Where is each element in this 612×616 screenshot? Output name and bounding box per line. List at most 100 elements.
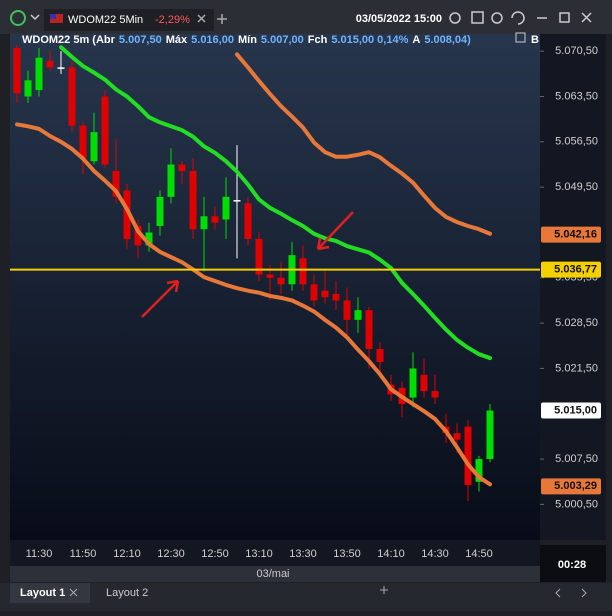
price-tag-label: 5.036,77 <box>554 263 597 275</box>
x-tick-label: 13:30 <box>289 548 317 560</box>
tab-label[interactable]: Layout 1 <box>20 587 65 599</box>
candle-body <box>222 196 230 220</box>
x-tick-label: 11:30 <box>26 548 53 560</box>
ohlc-header: WDOM22 5m (Abr 5.007,50 Máx 5.016,00 Mín 5.00… <box>22 34 471 46</box>
candle-body <box>35 57 43 91</box>
tab-bar <box>0 583 612 611</box>
y-tick-label: 5.007,50 <box>555 453 598 465</box>
candle-body <box>354 310 362 320</box>
date-bar <box>10 566 540 582</box>
chevron[interactable] <box>30 14 40 21</box>
candle-body <box>24 80 32 97</box>
header-part: 5.007,50 <box>119 34 162 46</box>
candle-body <box>90 132 98 162</box>
candle-body <box>299 258 307 285</box>
candle-body <box>211 216 219 223</box>
time-axis <box>10 540 540 566</box>
symbol-tab[interactable] <box>44 9 214 31</box>
header-part: Fch <box>308 34 328 46</box>
candle-body <box>156 196 164 226</box>
candle-body <box>464 426 472 485</box>
x-tick-label: 12:30 <box>157 548 185 560</box>
datetime: 03/05/2022 15:00 <box>356 13 442 25</box>
candle-body <box>57 67 65 69</box>
close-tab[interactable] <box>69 588 78 597</box>
price-tag-label: 5.015,00 <box>554 404 597 416</box>
date-label: 03/mai <box>256 568 289 580</box>
candle-body <box>233 200 241 202</box>
tab-label[interactable]: Layout 2 <box>106 587 148 599</box>
header-part: 5.007,00 <box>261 34 304 46</box>
candle-body <box>365 310 373 350</box>
candle-body <box>431 391 439 398</box>
x-tick-label: 14:10 <box>377 548 405 560</box>
toolbar-icons[interactable] <box>449 11 592 25</box>
indicator-line <box>59 45 492 361</box>
clock-icon[interactable] <box>10 10 26 26</box>
arrow-annotation <box>141 279 180 318</box>
y-tick-label: 5.063,50 <box>555 90 598 102</box>
candle-body <box>112 170 120 197</box>
candle-body <box>123 190 131 239</box>
header-part: WDOM22 5m (Abr <box>22 34 116 46</box>
candle-body <box>409 368 417 398</box>
y-tick-label: 5.028,50 <box>555 317 598 329</box>
indicator-line <box>15 122 492 487</box>
candle-body <box>420 374 428 392</box>
candle-body <box>145 232 153 246</box>
candle-body <box>486 410 494 460</box>
change: -2,29% <box>155 14 190 26</box>
add-layout[interactable] <box>380 586 388 594</box>
candle-body <box>68 67 76 126</box>
y-tick-label: 5.049,50 <box>555 181 598 193</box>
scroll-arrows[interactable] <box>555 588 587 598</box>
candle-body <box>475 459 483 482</box>
close-tab[interactable] <box>197 14 206 23</box>
tab-active[interactable] <box>10 583 90 603</box>
y-tick-label: 5.021,50 <box>555 362 598 374</box>
price-tag <box>541 261 601 278</box>
countdown-box <box>540 545 606 582</box>
candle-body <box>255 238 263 275</box>
candle-body <box>277 277 285 285</box>
symbol: WDOM22 5Min <box>68 14 143 26</box>
flag-canton <box>50 14 56 19</box>
candle-body <box>376 349 384 362</box>
header-button[interactable] <box>515 32 526 43</box>
header-part: 5.016,00 <box>191 34 234 46</box>
candle-body <box>244 203 252 239</box>
candle-body <box>167 164 175 197</box>
candle-body <box>101 96 109 165</box>
header-tag: B <box>531 34 539 46</box>
x-tick-label: 13:10 <box>245 548 273 560</box>
price-tag <box>541 478 601 495</box>
price-tag <box>541 402 601 419</box>
plot-area[interactable] <box>10 34 540 540</box>
candle-body <box>310 284 318 301</box>
x-tick-label: 12:10 <box>113 548 141 560</box>
header-part: Máx <box>166 34 188 46</box>
price-axis <box>540 34 606 540</box>
x-tick-label: 13:50 <box>333 548 361 560</box>
candle-body <box>79 125 87 159</box>
candle-body <box>200 216 208 230</box>
candle-body <box>134 225 142 246</box>
candle-body <box>189 170 197 230</box>
candle-body <box>332 293 340 301</box>
chart-layer: 5.070,505.063,505.056,505.049,505.035,50… <box>10 44 601 560</box>
x-tick-label: 12:50 <box>201 548 229 560</box>
candle-body <box>178 164 186 171</box>
arrow-annotation <box>316 211 354 251</box>
add-tab[interactable] <box>217 14 227 24</box>
countdown: 00:28 <box>558 559 586 571</box>
y-tick-label: 5.070,50 <box>555 45 598 57</box>
candle-body <box>13 47 21 94</box>
header-part: Mín <box>238 34 257 46</box>
y-tick-label: 5.000,50 <box>555 498 598 510</box>
indicator-line <box>235 52 492 236</box>
price-tag <box>541 226 601 243</box>
candle-body <box>321 290 329 298</box>
candle-body <box>46 60 54 68</box>
flag-icon <box>50 14 63 23</box>
